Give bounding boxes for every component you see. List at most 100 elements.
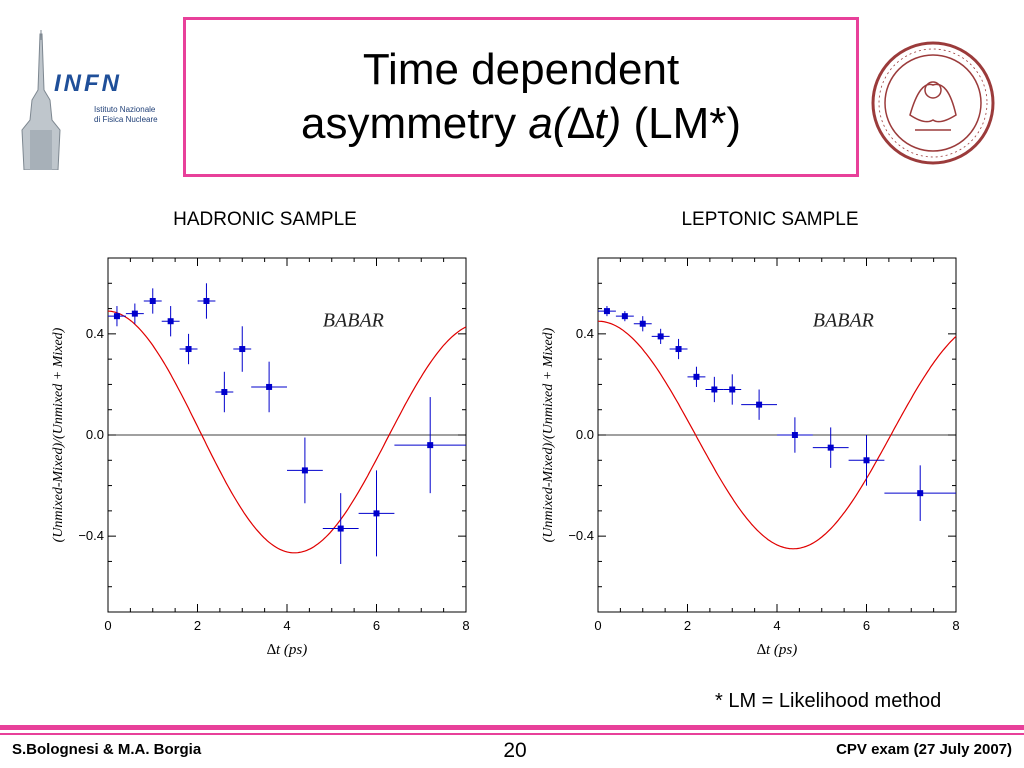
data-point <box>812 427 849 468</box>
point-marker <box>373 510 380 517</box>
point-marker <box>185 346 192 353</box>
point-marker <box>693 373 700 380</box>
x-tick-label: 4 <box>773 618 780 633</box>
mole-antonelliana-icon <box>21 30 61 171</box>
point-marker <box>167 318 174 325</box>
data-point <box>143 288 162 314</box>
x-axis-label: ∆t (ps) <box>267 642 307 658</box>
data-point <box>884 465 956 521</box>
data-point <box>848 435 885 486</box>
point-marker <box>239 346 246 353</box>
data-point <box>197 283 216 319</box>
title-text: asymmetry <box>300 99 529 148</box>
x-axis-label: ∆t (ps) <box>757 642 797 658</box>
y-tick-label: −0.4 <box>78 528 104 543</box>
babar-watermark: BABAR <box>813 309 874 331</box>
data-point <box>358 470 395 557</box>
footer-authors: S.Bolognesi & M.A. Borgia <box>12 741 202 758</box>
point-marker <box>131 310 138 317</box>
leptonic-sample-label: LEPTONIC SAMPLE <box>681 209 859 230</box>
data-point <box>251 361 287 413</box>
point-marker <box>603 308 610 315</box>
university-seal <box>870 40 996 166</box>
footnote: * LM = Likelihood method <box>715 690 942 712</box>
infn-subtitle-line2: di Fisica Nucleare <box>94 115 158 124</box>
infn-wordmark: INFN <box>54 70 122 97</box>
university-seal-icon <box>871 41 995 165</box>
data-point <box>322 493 359 564</box>
point-marker <box>621 313 628 320</box>
y-tick-label: 0.0 <box>86 427 104 442</box>
point-marker <box>756 401 763 408</box>
point-marker <box>917 490 924 497</box>
data-point <box>233 326 252 372</box>
data-point <box>287 437 323 504</box>
hadronic-chart-svg: 0 2 4 6 8 0.4 0.0 −0.4 ∆t (ps) (Unmixed-Mixed)/(U… <box>51 257 470 658</box>
point-marker <box>657 333 664 340</box>
y-tick-label: 0.0 <box>576 427 594 442</box>
slide-title: Time dependent asymmetry a(∆t) (LM*) <box>183 17 859 177</box>
data-point <box>741 389 777 420</box>
footer-divider <box>0 725 1024 730</box>
leptonic-chart: 0 2 4 6 8 0.4 0.0 −0.4 ∆t (ps) (Unmixed-Mixed)/(U… <box>530 250 970 670</box>
data-point <box>215 371 234 413</box>
point-marker <box>113 313 120 320</box>
x-tick-label: 8 <box>462 618 469 633</box>
data-point <box>723 374 742 405</box>
x-tick-label: 2 <box>684 618 691 633</box>
data-point <box>598 306 616 317</box>
hadronic-sample-label: HADRONIC SAMPLE <box>173 209 357 230</box>
y-axis-label: (Unmixed-Mixed)/(Unmixed + Mixed) <box>541 327 556 542</box>
leptonic-chart-svg: 0 2 4 6 8 0.4 0.0 −0.4 ∆t (ps) (Unmixed-Mixed)/(U… <box>541 257 960 658</box>
page-number: 20 <box>503 739 527 762</box>
footer-event: CPV exam (27 July 2007) <box>836 741 1012 758</box>
point-marker <box>863 457 870 464</box>
data-point <box>615 311 634 322</box>
point-marker <box>337 525 344 532</box>
data-point <box>179 333 198 365</box>
point-marker <box>675 346 682 353</box>
data-point <box>705 376 724 403</box>
data-point <box>633 316 652 332</box>
y-tick-label: 0.4 <box>576 326 594 341</box>
data-point <box>669 338 688 360</box>
point-marker <box>266 383 273 390</box>
infn-subtitle-line1: Istituto Nazionale <box>94 105 156 114</box>
point-marker <box>427 442 434 449</box>
fit-curve <box>107 310 467 554</box>
footer-divider-thin <box>0 733 1024 735</box>
data-point <box>651 328 670 344</box>
x-tick-label: 4 <box>283 618 290 633</box>
data-point <box>394 397 466 494</box>
infn-logo: INFN Istituto Nazionale di Fisica Nuclea… <box>10 30 178 171</box>
title-suffix: (LM*) <box>621 99 742 148</box>
point-marker <box>639 320 646 327</box>
point-marker <box>711 386 718 393</box>
point-marker <box>221 389 228 396</box>
fit-curve <box>597 320 957 550</box>
x-tick-label: 6 <box>373 618 380 633</box>
x-tick-label: 0 <box>104 618 111 633</box>
data-point <box>125 303 144 324</box>
data-point <box>161 306 180 337</box>
point-marker <box>729 386 736 393</box>
babar-watermark: BABAR <box>323 309 384 331</box>
data-point <box>687 366 706 387</box>
x-tick-label: 2 <box>194 618 201 633</box>
point-marker <box>827 444 834 451</box>
title-math: a(∆t) <box>528 99 622 148</box>
data-point <box>777 417 813 453</box>
x-tick-label: 8 <box>952 618 959 633</box>
point-marker <box>203 297 210 304</box>
point-marker <box>791 432 798 438</box>
infn-subtitle: Istituto Nazionale di Fisica Nucleare <box>94 105 158 125</box>
point-marker <box>149 297 156 304</box>
y-tick-label: −0.4 <box>568 528 594 543</box>
x-tick-label: 6 <box>863 618 870 633</box>
title-line-2: asymmetry a(∆t) (LM*) <box>301 97 741 151</box>
title-line-1: Time dependent <box>362 45 680 94</box>
x-tick-label: 0 <box>594 618 601 633</box>
hadronic-chart: 0 2 4 6 8 0.4 0.0 −0.4 ∆t (ps) (Unmixed-Mixed)/(U… <box>40 250 480 670</box>
data-point <box>108 306 126 327</box>
y-axis-label: (Unmixed-Mixed)/(Unmixed + Mixed) <box>51 327 66 542</box>
